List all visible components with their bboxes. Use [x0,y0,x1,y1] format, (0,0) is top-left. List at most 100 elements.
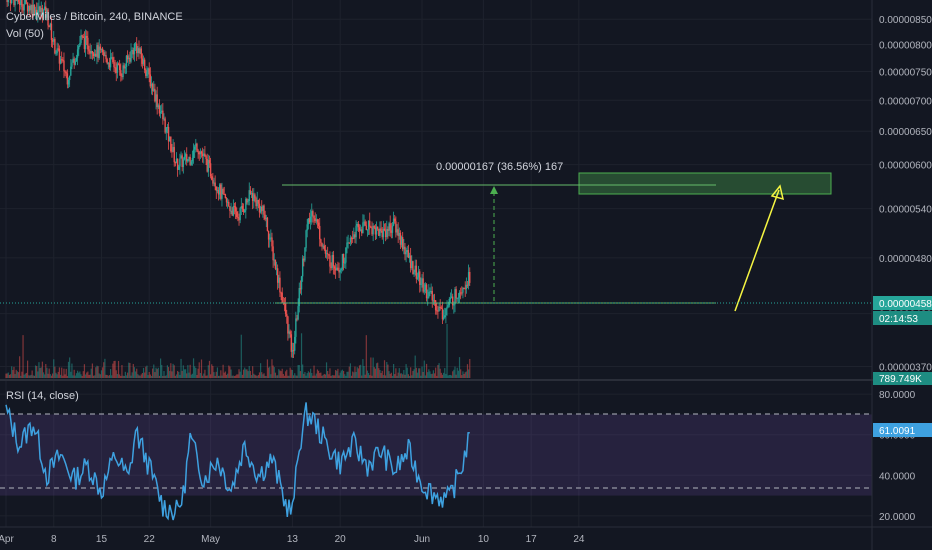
volume-bar [443,372,445,378]
candle-body [299,288,302,290]
candle-body [10,0,13,3]
volume-bar [212,365,214,378]
volume-bar [458,357,461,378]
candle-body [73,58,75,65]
volume-bar [38,362,40,378]
volume-bar [41,361,43,378]
candle-body [71,62,73,67]
volume-bar [119,374,121,378]
volume-bar [42,372,45,378]
candle-body [431,290,433,301]
volume-bar [408,375,411,378]
volume-bar [121,365,123,378]
candle-body [175,158,178,163]
volume-bar [92,375,95,378]
candle-body [432,300,435,302]
volume-bar [382,375,384,378]
time-axis[interactable]: Apr 8 15 22 May 13 20 Jun 10 17 24 [0,534,585,545]
volume-bar [405,364,407,378]
candle-body [449,297,452,299]
candle-body [196,143,198,151]
candle-body [236,211,238,218]
candle-body [168,136,171,142]
candle-body [444,315,446,318]
candle-body [326,253,329,255]
target-zone-box[interactable] [578,172,832,195]
volume-bar [145,366,147,378]
time-tick-label: 13 [287,534,299,545]
candle-body [195,143,197,147]
volume-bar [129,362,131,378]
candle-body [420,283,422,285]
volume-bar [399,373,402,378]
candle-body [147,68,149,73]
candle-body [47,9,49,26]
volume-bar [224,371,226,378]
volume-bar [16,371,18,378]
volume-bar [358,365,361,378]
time-tick-label: May [201,534,220,545]
candle-body [429,291,431,293]
candle-body [328,254,330,256]
volume-bar [183,369,186,378]
volume-bar [157,367,159,378]
volume-bar [137,374,139,378]
candle-body [232,206,235,216]
volume-bar [290,369,292,378]
candle-body [164,118,166,133]
candle-body [296,318,298,320]
volume-bar [311,372,313,378]
candle-body [93,53,96,57]
candle-body [81,35,83,37]
volume-legend[interactable]: Vol (50) [6,28,44,40]
candle-body [149,74,152,87]
rsi-tick-label: 20.0000 [879,512,916,523]
countdown-badge [873,311,932,325]
volume-bar [7,372,9,378]
candle-body [457,297,460,299]
volume-bar [410,367,412,378]
candle-body [394,218,396,222]
candle-body [344,262,346,264]
candle-body [25,0,28,3]
candle-body [411,261,413,269]
symbol-title[interactable]: CyberMiles / Bitcoin, 240, BINANCE [6,11,183,23]
volume-bar [374,368,377,378]
price-tick-label: 0.00000480 [879,254,932,265]
candle-body [39,6,41,12]
candle-body [223,193,225,195]
candle-body [339,270,341,273]
volume-bar [439,368,441,378]
candle-body [176,158,179,170]
candle-body [128,57,130,60]
candle-body [16,0,19,1]
candle-body [250,193,253,195]
volume-bar [461,375,463,378]
candlestick-series [6,0,471,358]
volume-bar [131,372,133,378]
rsi-legend[interactable]: RSI (14, close) [6,390,79,402]
volume-bar [281,368,283,378]
yellow-arrow-line[interactable] [734,189,780,312]
volume-bar [271,359,273,378]
volume-bar [90,368,92,378]
volume-bar [56,374,58,378]
candle-body [314,218,316,222]
candle-body [201,153,204,156]
volume-bar [13,366,15,378]
volume-bar [154,372,156,378]
volume-bar [288,375,290,378]
candle-body [239,208,241,221]
volume-bar [454,366,456,378]
volume-bar [91,363,93,378]
candle-body [322,245,324,247]
candle-body [97,45,99,58]
volume-bar [428,369,430,378]
volume-bar [37,371,39,378]
candle-body [348,242,350,244]
candle-body [65,72,67,74]
candle-body [86,36,88,38]
volume-bar [113,361,115,378]
candle-body [467,271,470,286]
